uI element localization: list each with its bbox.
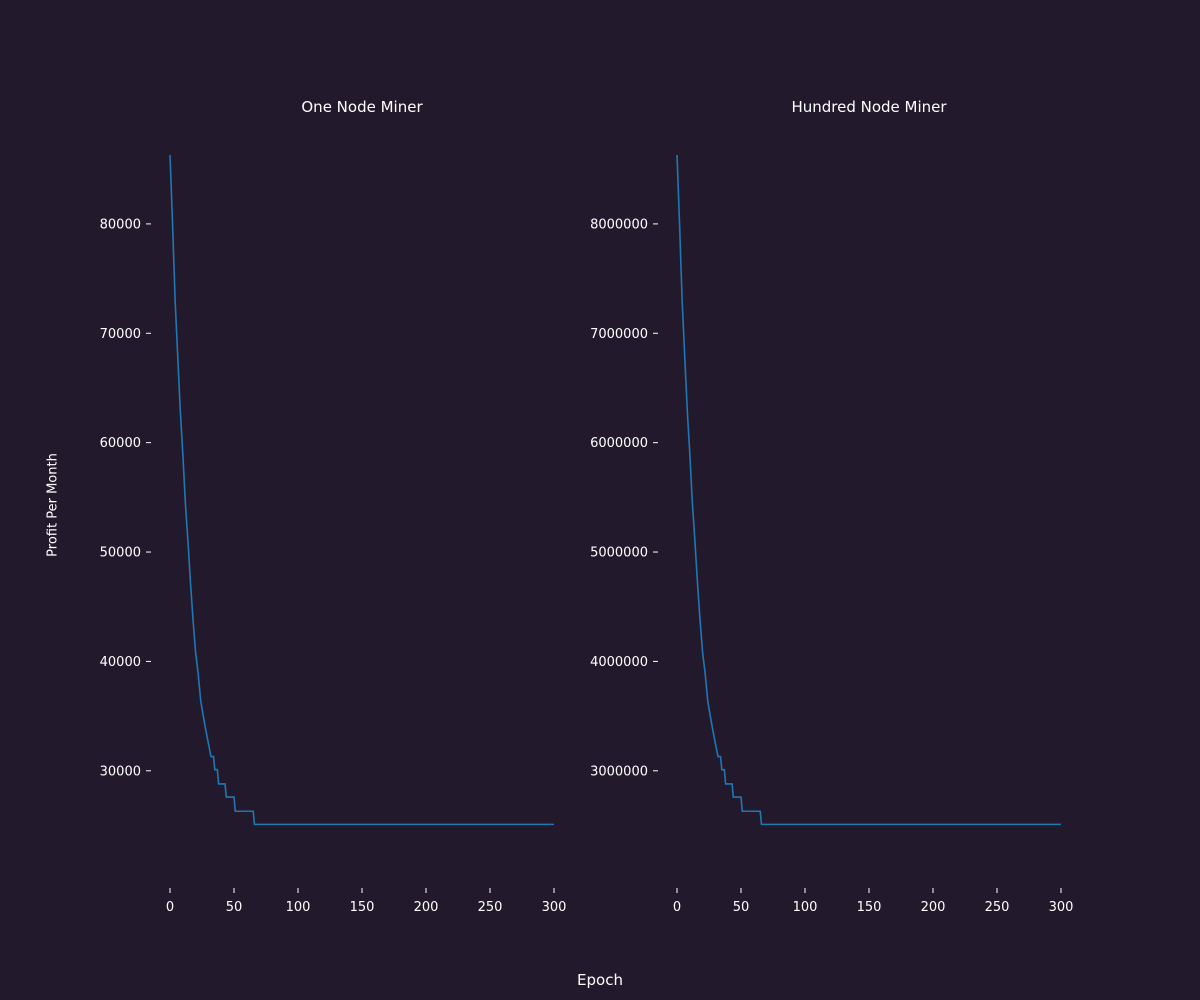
x-tick-label: 200: [414, 900, 439, 915]
y-tick-label: 8000000: [590, 217, 648, 232]
subplot-2: Hundred Node Miner 3000000 4000000 5000000 6…: [590, 98, 1073, 915]
x-tick-label: 0: [166, 900, 174, 915]
y-tick-label: 80000: [100, 217, 141, 232]
y-tick-label: 4000000: [590, 655, 648, 670]
series-line-1: [676, 154, 1061, 826]
x-tick-label: 50: [733, 900, 750, 915]
y-tick-label: 30000: [100, 764, 141, 779]
x-tick-label: 0: [673, 900, 681, 915]
y-tick-label: 6000000: [590, 436, 648, 451]
subplot-title: Hundred Node Miner: [791, 98, 947, 116]
y-tick-label: 7000000: [590, 327, 648, 342]
x-tick-label: 150: [350, 900, 375, 915]
x-tick-label: 150: [857, 900, 882, 915]
x-tick-label: 300: [1049, 900, 1074, 915]
x-tick-label: 100: [793, 900, 818, 915]
x-tick-label: 300: [542, 900, 567, 915]
x-tick-label: 250: [985, 900, 1010, 915]
x-tick-label: 100: [286, 900, 311, 915]
y-tick-label: 40000: [100, 655, 141, 670]
x-tick-label: 50: [226, 900, 243, 915]
subplot-1: One Node Miner 30000 40000 50000 60000 70000 8…: [100, 98, 567, 915]
series-line-1: [169, 154, 554, 826]
y-tick-label: 70000: [100, 327, 141, 342]
x-tick-label: 200: [921, 900, 946, 915]
y-tick-label: 50000: [100, 546, 141, 561]
y-axis-label: Profit Per Month: [45, 453, 61, 557]
y-tick-label: 5000000: [590, 546, 648, 561]
x-axis-label: Epoch: [577, 971, 623, 989]
y-tick-label: 3000000: [590, 764, 648, 779]
x-tick-label: 250: [478, 900, 503, 915]
y-tick-label: 60000: [100, 436, 141, 451]
subplot-title: One Node Miner: [301, 98, 423, 116]
